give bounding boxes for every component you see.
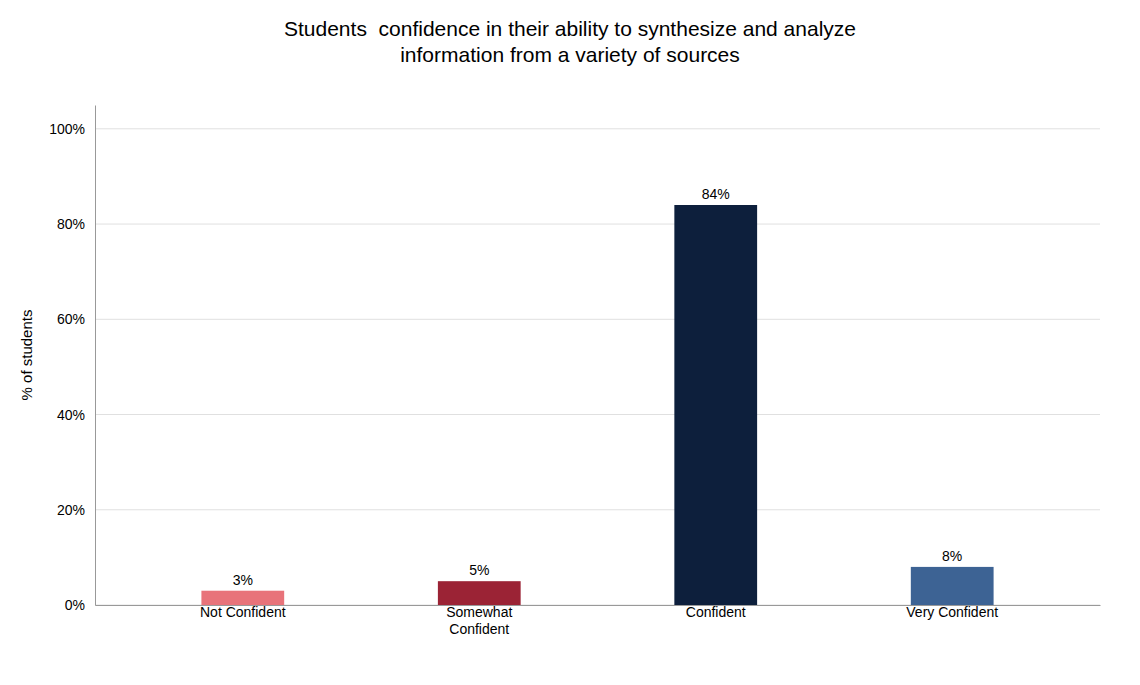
grid-line — [95, 319, 1100, 320]
bar — [911, 567, 994, 605]
bar — [674, 205, 757, 605]
y-axis-line — [95, 106, 96, 606]
y-tick: 20% — [57, 502, 85, 518]
x-tick-label-line: Somewhat — [446, 604, 512, 620]
x-tick: Confident — [686, 604, 746, 620]
data-label: 5% — [469, 562, 489, 578]
y-tick-label: 0% — [65, 597, 85, 613]
x-tick-label-line: Very Confident — [906, 604, 998, 620]
x-axis: Not ConfidentSomewhatConfidentConfidentV… — [96, 604, 1101, 637]
data-label: 3% — [233, 572, 253, 588]
x-tick-label-line: Not Confident — [200, 604, 286, 620]
x-tick-label: SomewhatConfident — [446, 604, 512, 637]
chart-title: Students confidence in their ability to … — [284, 17, 856, 66]
y-tick: 0% — [65, 597, 85, 613]
y-tick-label: 20% — [57, 502, 85, 518]
data-labels: 3% 5% 84% 8% — [233, 186, 963, 588]
chart-title-line: information from a variety of sources — [400, 43, 740, 66]
x-tick: Very Confident — [906, 604, 998, 620]
bar — [438, 581, 521, 605]
y-axis-title: % of students — [18, 310, 35, 401]
plot-area — [201, 205, 993, 605]
y-tick-label: 100% — [49, 121, 85, 137]
y-tick: 40% — [57, 407, 85, 423]
x-tick-label: Very Confident — [906, 604, 998, 620]
x-tick-label-line: Confident — [449, 621, 509, 637]
y-tick: 60% — [57, 311, 85, 327]
grid-line — [95, 128, 1100, 129]
chart-svg: 3%5%84%8%Not ConfidentSomewhatConfidentC… — [0, 0, 1140, 685]
grid-line — [95, 509, 1100, 510]
x-tick: SomewhatConfident — [446, 604, 512, 637]
x-tick-label: Confident — [686, 604, 746, 620]
y-axis: 0% 20% 40% 60% 80% 100% — [49, 106, 95, 613]
y-tick: 80% — [57, 216, 85, 232]
chart-container: 3%5%84%8%Not ConfidentSomewhatConfidentC… — [0, 0, 1140, 685]
grid — [95, 129, 1100, 605]
y-tick-label: 40% — [57, 407, 85, 423]
data-label: 84% — [702, 186, 730, 202]
x-tick-label-line: Confident — [686, 604, 746, 620]
y-tick-label: 80% — [57, 216, 85, 232]
data-label: 8% — [942, 548, 962, 564]
grid-line — [95, 224, 1100, 225]
y-tick-label: 60% — [57, 311, 85, 327]
grid-line — [95, 414, 1100, 415]
x-tick: Not Confident — [200, 604, 286, 620]
chart-title-line: Students confidence in their ability to … — [284, 17, 856, 40]
x-tick-label: Not Confident — [200, 604, 286, 620]
bar — [201, 591, 284, 605]
y-tick: 100% — [49, 121, 85, 137]
